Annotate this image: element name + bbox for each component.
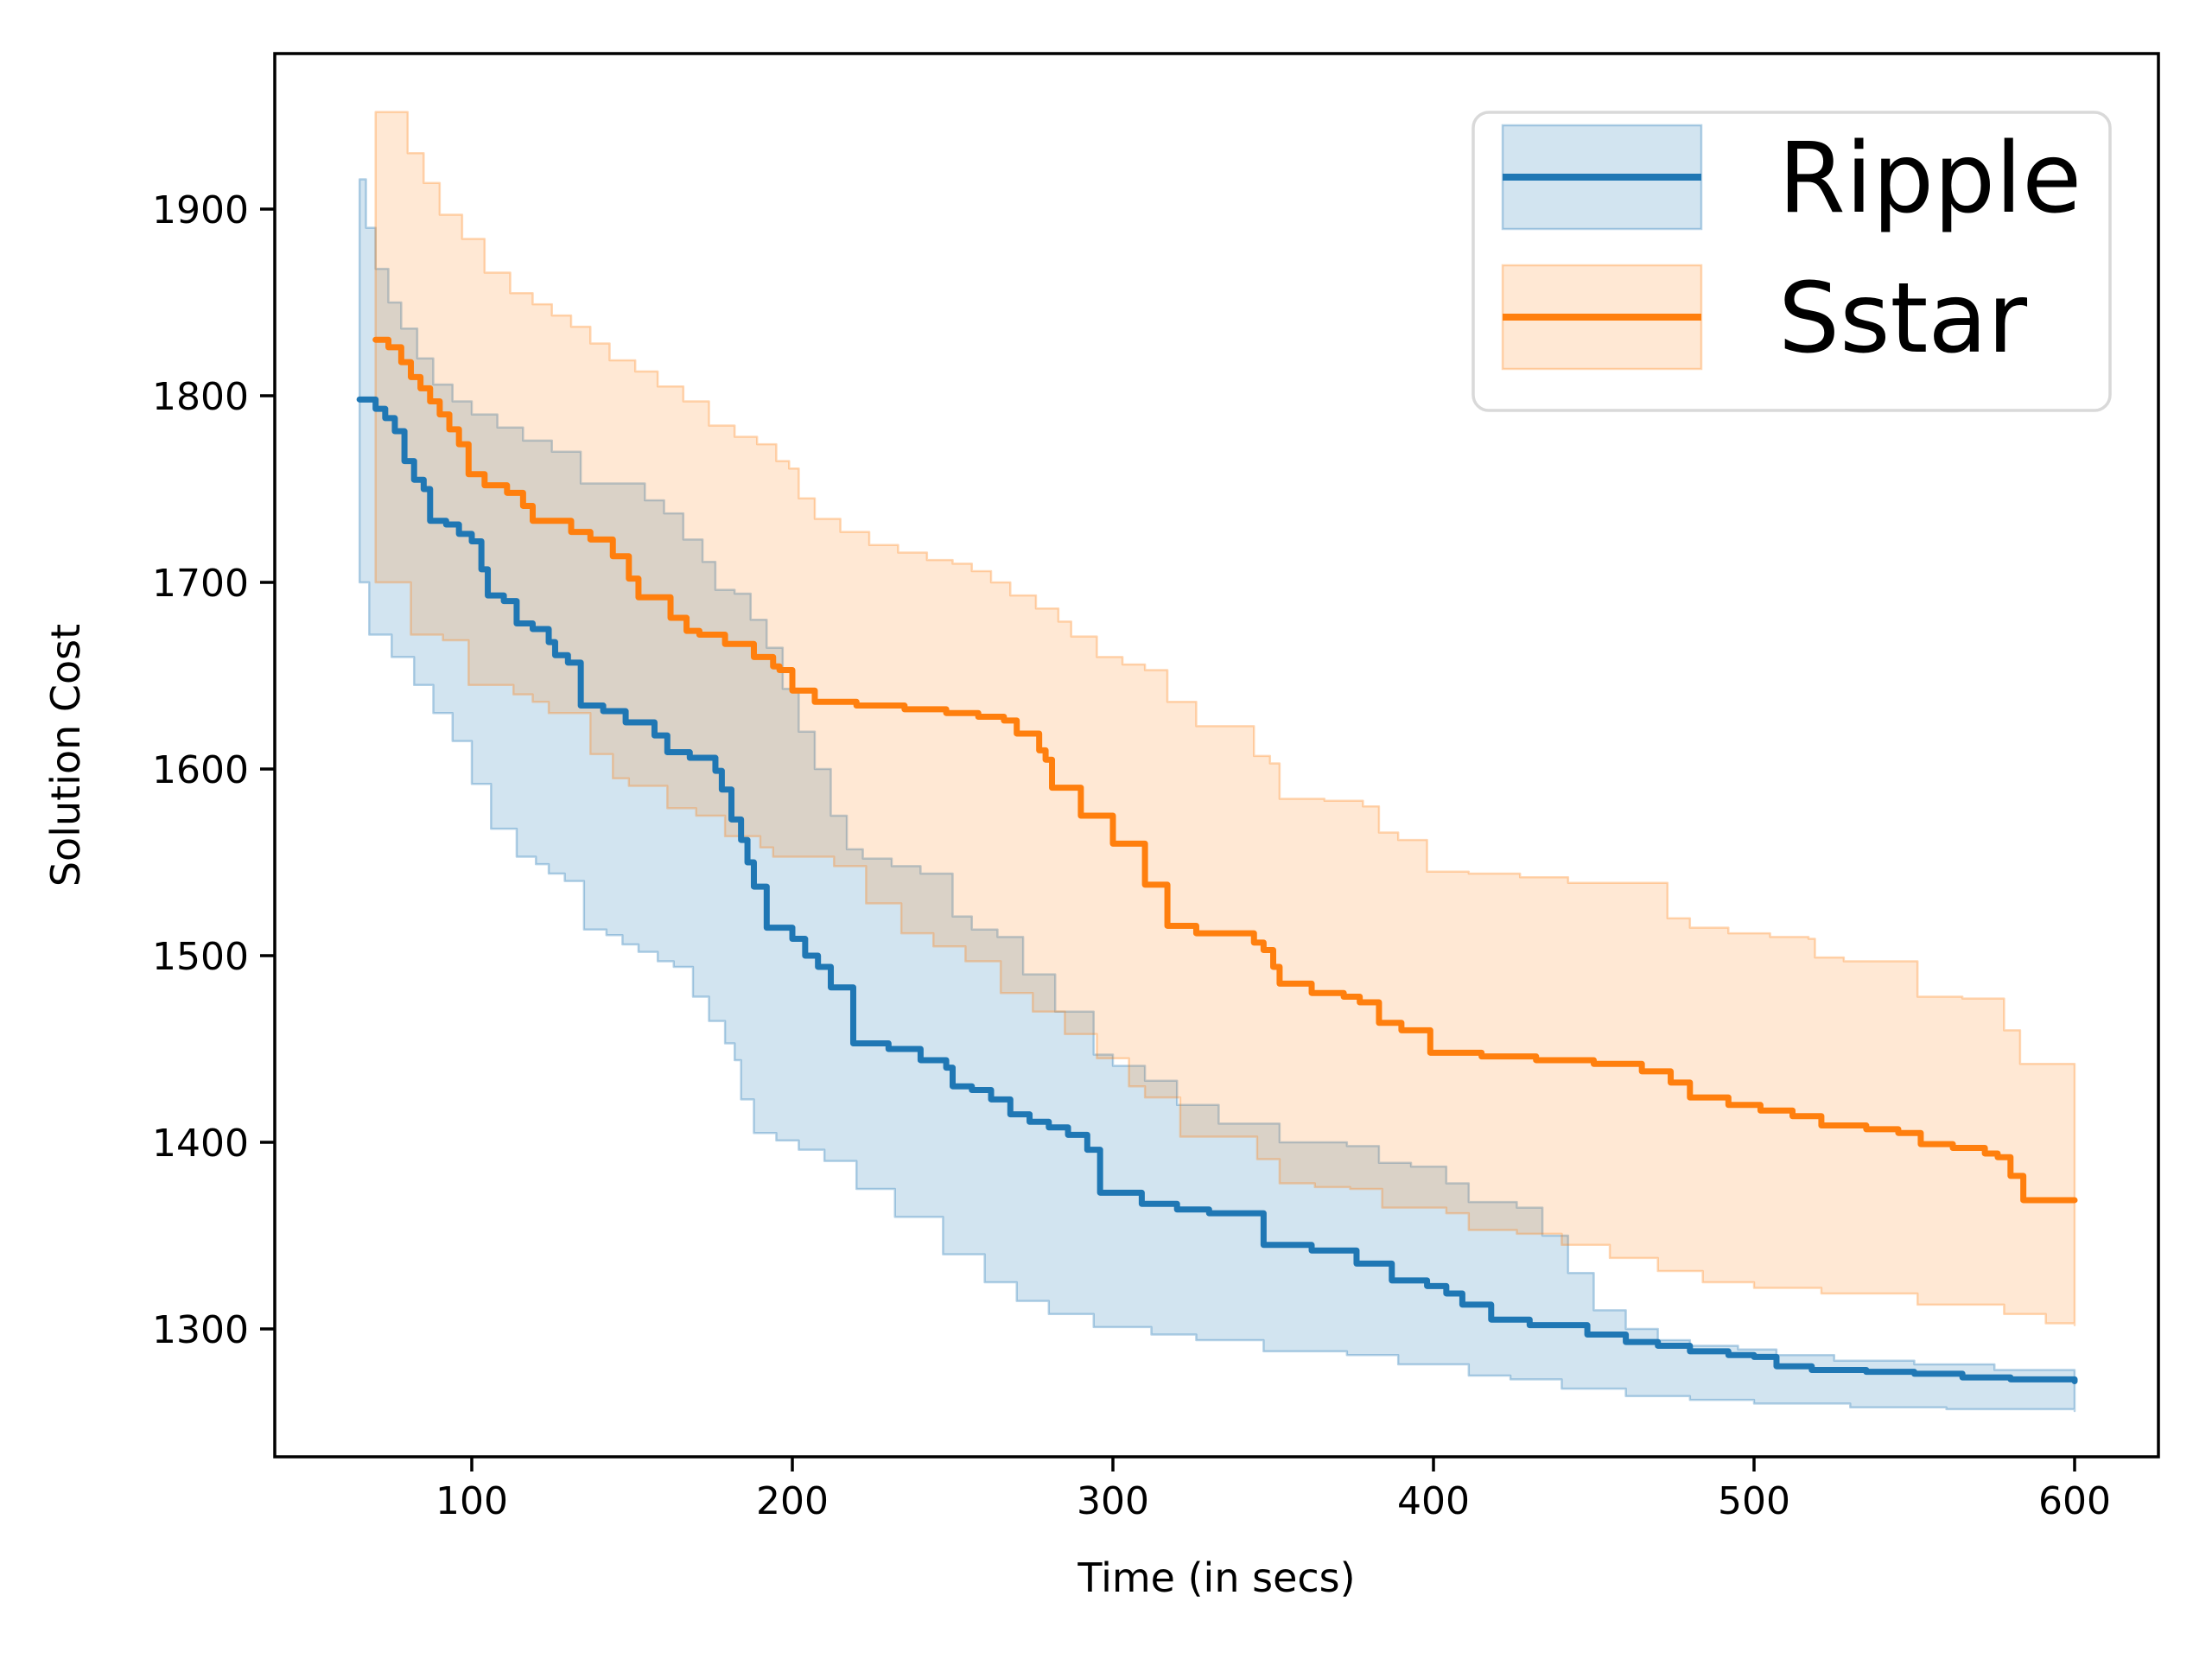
sstar-confidence-band xyxy=(374,111,2076,1326)
x-tick-label: 200 xyxy=(756,1479,829,1523)
y-tick-label: 1700 xyxy=(152,562,249,606)
y-tick-label: 1800 xyxy=(152,375,249,419)
legend-entry-sstar: Sstar xyxy=(1501,263,2028,375)
y-tick-label: 1900 xyxy=(152,188,249,232)
y-axis-ticks: 1300 1400 1500 1600 1700 1800 1900 xyxy=(152,188,275,1352)
ripple-confidence-band xyxy=(358,178,2076,1413)
x-axis-label: Time (in secs) xyxy=(1077,1554,1355,1601)
y-axis-label: Solution Cost xyxy=(42,624,89,887)
legend-label-ripple: Ripple xyxy=(1778,123,2082,235)
y-tick-label: 1500 xyxy=(152,935,249,979)
y-tick-label: 1400 xyxy=(152,1122,249,1166)
median-lines xyxy=(356,336,2078,1384)
legend: Ripple Sstar xyxy=(1471,111,2112,412)
x-tick-label: 500 xyxy=(1718,1479,1790,1523)
legend-label-sstar: Sstar xyxy=(1778,263,2028,375)
y-tick-label: 1600 xyxy=(152,748,249,792)
x-tick-label: 300 xyxy=(1077,1479,1149,1523)
x-tick-label: 100 xyxy=(435,1479,508,1523)
confidence-bands xyxy=(358,111,2076,1413)
x-tick-label: 400 xyxy=(1397,1479,1470,1523)
x-tick-label: 600 xyxy=(2038,1479,2111,1523)
legend-entry-ripple: Ripple xyxy=(1501,123,2082,235)
ripple-median-line xyxy=(356,396,2078,1384)
sstar-median-line xyxy=(372,336,2078,1204)
legend-box xyxy=(1471,111,2112,412)
y-tick-label: 1300 xyxy=(152,1308,249,1352)
x-axis-ticks: 100 200 300 400 500 600 xyxy=(435,1457,2111,1523)
plot-frame xyxy=(273,52,2160,1459)
